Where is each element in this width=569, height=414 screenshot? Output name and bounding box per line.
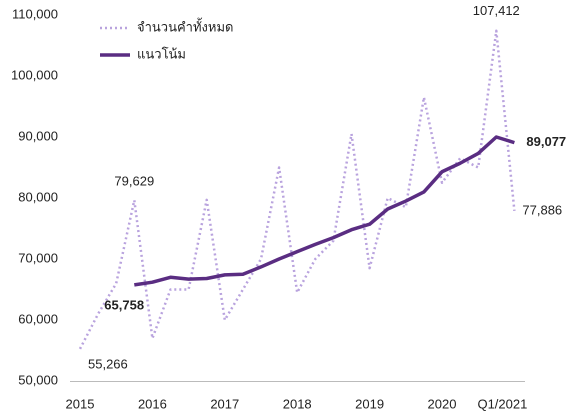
y-tick-label: 50,000: [18, 372, 58, 387]
data-label: 65,758: [104, 297, 144, 312]
y-tick-label: 80,000: [18, 189, 58, 204]
x-tick-label: 2018: [283, 396, 312, 411]
y-tick-label: 110,000: [12, 6, 58, 21]
legend-label: แนวโน้ม: [137, 46, 186, 61]
data-label: 89,077: [526, 134, 566, 149]
y-tick-label: 90,000: [18, 128, 58, 143]
series-line: [134, 135, 515, 287]
data-label: 77,886: [522, 202, 562, 217]
x-tick-label: 2017: [210, 396, 239, 411]
legend-label: จำนวนคำทั้งหมด: [137, 17, 233, 34]
y-tick-label: 100,000: [11, 67, 58, 82]
x-tick-label: 2019: [355, 396, 384, 411]
data-label: 107,412: [473, 3, 520, 18]
x-tick-label: 2020: [428, 396, 457, 411]
data-label: 79,629: [114, 174, 154, 189]
x-tick-label: Q1/2021: [477, 396, 527, 411]
series-line: [78, 29, 516, 350]
data-label: 55,266: [88, 356, 128, 371]
y-tick-label: 60,000: [18, 311, 58, 326]
x-tick-label: 2015: [66, 396, 95, 411]
x-tick-label: 2016: [138, 396, 167, 411]
y-tick-label: 70,000: [18, 250, 58, 265]
